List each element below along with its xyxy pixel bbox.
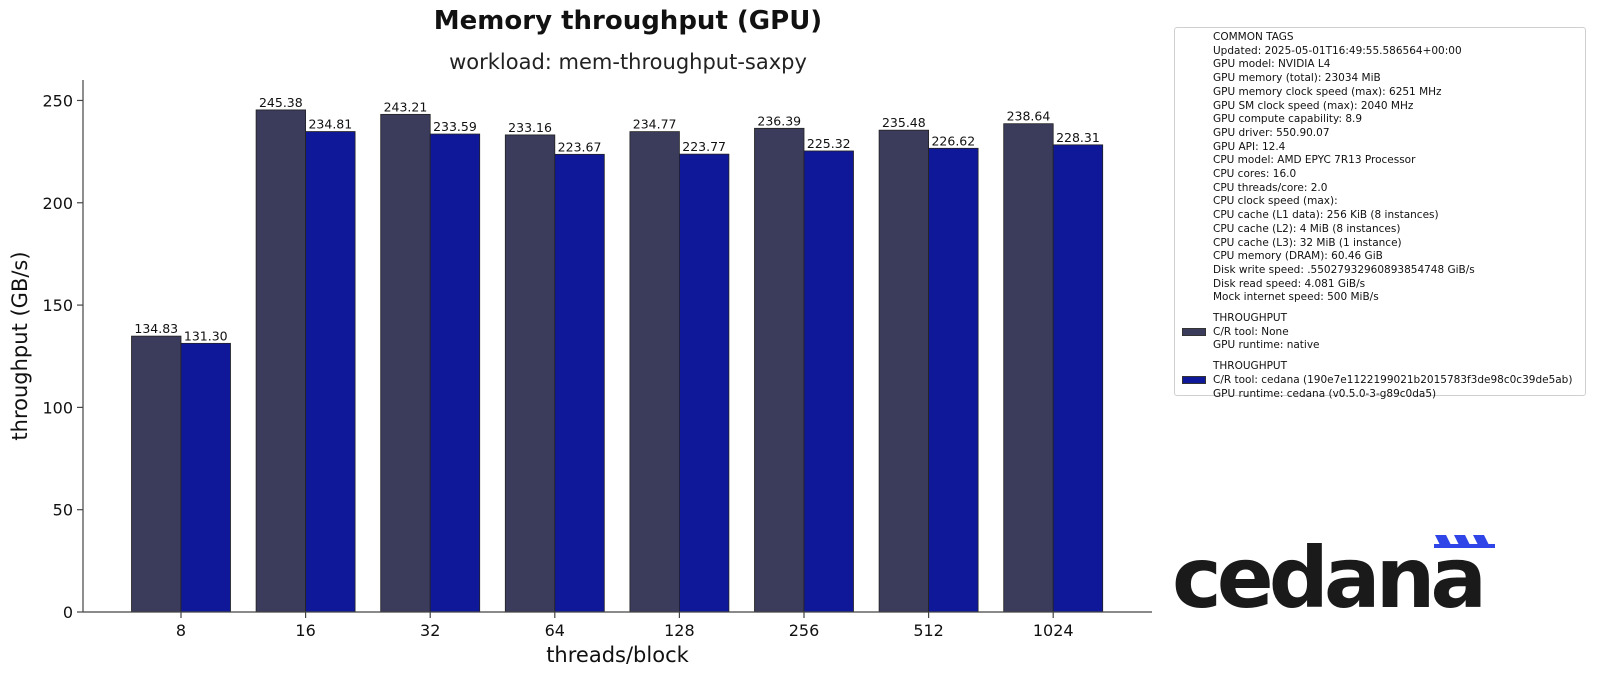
legend-tag-line: CPU memory (DRAM): 60.46 GiB — [1213, 250, 1383, 263]
bar-value-label: 234.77 — [633, 117, 677, 132]
bar-value-label: 223.67 — [558, 139, 602, 154]
legend-entry-line: C/R tool: None — [1213, 325, 1289, 338]
bar-series2-128 — [679, 153, 730, 613]
bar-value-label: 228.31 — [1056, 130, 1100, 145]
bar-series1-256 — [754, 127, 805, 613]
legend-tag-line: Disk write speed: .55027932960893854748 … — [1213, 263, 1475, 276]
legend: COMMON TAGS Updated: 2025-05-01T16:49:55.… — [1174, 27, 1586, 400]
logo-accent-icon — [1434, 535, 1495, 548]
legend-tag-line: Updated: 2025-05-01T16:49:55.586564+00:0… — [1213, 44, 1462, 57]
legend-tag-line: CPU cache (L2): 4 MiB (8 instances) — [1213, 222, 1401, 235]
chart-title: Memory throughput (GPU) — [433, 6, 823, 36]
y-tick-label: 150 — [42, 296, 73, 315]
legend-tag-line: CPU cores: 16.0 — [1213, 168, 1297, 181]
legend-tag-line: GPU compute capability: 8.9 — [1213, 113, 1363, 126]
bar-series2-64 — [554, 153, 605, 613]
bar-value-label: 245.38 — [259, 95, 303, 110]
bar-chart: 134.83 245.38 243.21 233.16 234.77 236.39 235.… — [8, 80, 1152, 667]
x-tick-label: 1024 — [1033, 621, 1074, 640]
y-tick-label: 250 — [42, 91, 73, 110]
legend-tag-line: CPU cache (L1 data): 256 KiB (8 instance… — [1213, 209, 1439, 222]
bar-series2-512 — [928, 147, 979, 613]
bar-series2-16 — [305, 131, 356, 613]
legend-tag-line: Disk read speed: 4.081 GiB/s — [1213, 277, 1366, 290]
bar-value-label: 235.48 — [882, 115, 926, 130]
bar-series2-256 — [803, 150, 854, 613]
bar-value-label: 236.39 — [757, 113, 801, 128]
legend-tag-line: CPU cache (L3): 32 MiB (1 instance) — [1213, 236, 1402, 249]
bar-series2-8 — [180, 342, 231, 613]
bar-value-label: 134.83 — [134, 321, 178, 336]
bar-series1-512 — [878, 129, 929, 613]
legend-entry-line: THROUGHPUT — [1213, 360, 1288, 373]
logo-underline — [1434, 544, 1495, 548]
x-tick-label: 128 — [664, 621, 695, 640]
legend-tag-line: GPU driver: 550.90.07 — [1213, 126, 1330, 139]
bar-value-label: 233.16 — [508, 120, 552, 135]
bar-series2-32 — [429, 133, 481, 613]
bar-series1-64 — [504, 134, 556, 613]
bar-series1-8 — [131, 335, 182, 613]
legend-entry-line: C/R tool: cedana (190e7e1122199021b20157… — [1213, 373, 1573, 386]
x-tick-label: 8 — [176, 621, 186, 640]
bar-value-label: 131.30 — [184, 328, 228, 343]
bar-value-label: 233.59 — [433, 119, 477, 134]
legend-tag-line: CPU threads/core: 2.0 — [1213, 181, 1328, 194]
bar-series1-16 — [255, 109, 307, 613]
legend-tag-line: GPU API: 12.4 — [1213, 140, 1286, 153]
legend-common-tags-header: COMMON TAGS — [1213, 31, 1294, 43]
x-tick-label: 512 — [913, 621, 944, 640]
bar-value-label: 226.62 — [931, 133, 975, 148]
bar-value-label: 234.81 — [308, 117, 352, 132]
x-tick-label: 32 — [420, 621, 440, 640]
y-tick-label: 200 — [42, 194, 73, 213]
legend-entry-line: GPU runtime: native — [1213, 339, 1320, 352]
y-tick-label: 0 — [63, 603, 73, 622]
x-tick-label: 64 — [545, 621, 565, 640]
x-tick-label: 256 — [789, 621, 820, 640]
legend-entry-2: THROUGHPUT C/R tool: cedana (190e7e112219… — [1175, 360, 1585, 401]
bar-series1-32 — [380, 113, 431, 613]
legend-tag-line: Mock internet speed: 500 MiB/s — [1213, 291, 1379, 304]
legend-tag-line: GPU SM clock speed (max): 2040 MHz — [1213, 99, 1414, 112]
bar-series2-1024 — [1052, 144, 1104, 613]
legend-swatch — [1182, 328, 1206, 337]
x-tick-label: 16 — [295, 621, 315, 640]
chart-subtitle: workload: mem-throughput-saxpy — [449, 50, 807, 74]
legend-tag-line: CPU model: AMD EPYC 7R13 Processor — [1213, 154, 1416, 167]
legend-tag-line: CPU clock speed (max): — [1213, 195, 1338, 208]
bar-series1-128 — [629, 131, 680, 613]
legend-swatch — [1182, 376, 1206, 385]
logo-wordmark: cedana — [1172, 535, 1482, 623]
x-axis-label: threads/block — [546, 643, 689, 667]
bar-value-label: 238.64 — [1007, 109, 1051, 124]
bar-value-label: 243.21 — [384, 99, 428, 114]
legend-entry-line: THROUGHPUT — [1213, 312, 1288, 325]
cedana-logo: cedana — [1172, 535, 1495, 623]
y-tick-label: 50 — [53, 501, 73, 520]
y-axis-label: throughput (GB/s) — [8, 251, 32, 440]
bar-value-label: 225.32 — [807, 136, 851, 151]
y-tick-label: 100 — [42, 398, 73, 417]
legend-tag-line: GPU memory (total): 23034 MiB — [1213, 72, 1381, 85]
bar-value-label: 223.77 — [682, 139, 726, 154]
legend-tag-line: GPU model: NVIDIA L4 — [1213, 58, 1331, 71]
legend-entry-line: GPU runtime: cedana (v0.5.0-3-g89c0da5) — [1213, 387, 1437, 400]
bar-series1-1024 — [1003, 123, 1054, 613]
legend-entry-1: THROUGHPUT C/R tool: None GPU runtime: nat… — [1175, 312, 1585, 353]
legend-tag-line: GPU memory clock speed (max): 6251 MHz — [1213, 85, 1442, 98]
